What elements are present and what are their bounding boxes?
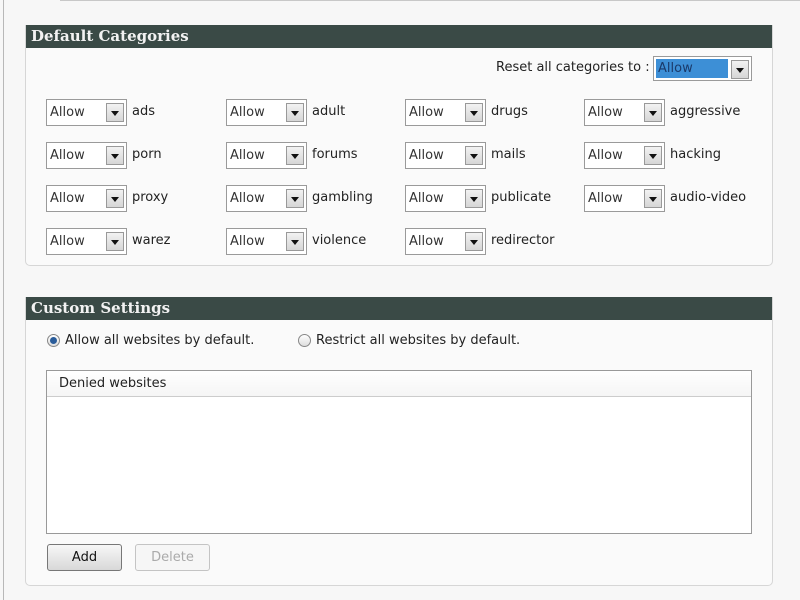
top-divider [60,0,800,1]
chevron-down-icon[interactable] [465,146,483,165]
select-value: Allow [230,234,265,249]
category-select[interactable]: Allow [226,228,307,255]
category-select[interactable]: Allow [226,142,307,169]
category-label: ads [132,104,155,119]
chevron-down-icon[interactable] [286,189,304,208]
category-select[interactable]: Allow [405,99,486,126]
radio-label: Restrict all websites by default. [316,333,521,348]
default-categories-panel: Default Categories Reset all categories … [25,25,773,266]
reset-label: Reset all categories to : [496,60,650,75]
add-button[interactable]: Add [47,544,122,571]
chevron-down-icon[interactable] [106,103,124,122]
category-publicate: Allow publicate [405,185,584,228]
category-proxy: Allow proxy [46,185,226,228]
category-label: drugs [491,104,528,119]
select-value: Allow [50,191,85,206]
category-violence: Allow violence [226,228,405,271]
category-select[interactable]: Allow [584,185,665,212]
category-ads: Allow ads [46,99,226,142]
category-label: violence [312,233,367,248]
category-select[interactable]: Allow [584,99,665,126]
category-select[interactable]: Allow [46,185,127,212]
category-select[interactable]: Allow [46,99,127,126]
category-label: porn [132,147,162,162]
chevron-down-icon[interactable] [106,189,124,208]
category-select[interactable]: Allow [405,185,486,212]
radio-checked-icon[interactable] [47,334,60,347]
select-value: Allow [50,105,85,120]
category-select[interactable]: Allow [226,99,307,126]
category-label: forums [312,147,358,162]
category-select[interactable]: Allow [46,142,127,169]
category-select[interactable]: Allow [405,142,486,169]
select-value: Allow [409,148,444,163]
select-value: Allow [409,105,444,120]
category-mails: Allow mails [405,142,584,185]
reset-value: Allow [656,59,728,78]
denied-websites-list[interactable]: Denied websites [46,370,752,534]
category-label: hacking [670,147,721,162]
category-label: warez [132,233,171,248]
category-aggressive: Allow aggressive [584,99,764,142]
category-redirector: Allow redirector [405,228,584,271]
select-value: Allow [409,191,444,206]
category-forums: Allow forums [226,142,405,185]
category-select[interactable]: Allow [226,185,307,212]
select-value: Allow [50,234,85,249]
category-label: proxy [132,190,169,205]
chevron-down-icon[interactable] [286,103,304,122]
panel-title: Default Categories [26,25,772,48]
chevron-down-icon[interactable] [286,232,304,251]
chevron-down-icon[interactable] [286,146,304,165]
category-label: aggressive [670,104,741,119]
select-value: Allow [230,148,265,163]
category-hacking: Allow hacking [584,142,764,185]
category-adult: Allow adult [226,99,405,142]
chevron-down-icon[interactable] [106,232,124,251]
select-value: Allow [409,234,444,249]
category-label: redirector [491,233,555,248]
category-select[interactable]: Allow [46,228,127,255]
radio-unchecked-icon[interactable] [298,334,311,347]
allow-all-radio[interactable]: Allow all websites by default. [47,333,254,348]
category-label: gambling [312,190,373,205]
category-gambling: Allow gambling [226,185,405,228]
chevron-down-icon[interactable] [644,189,662,208]
select-value: Allow [588,191,623,206]
select-value: Allow [588,105,623,120]
category-label: publicate [491,190,552,205]
select-value: Allow [50,148,85,163]
category-warez: Allow warez [46,228,226,271]
select-value: Allow [230,191,265,206]
category-audio-video: Allow audio-video [584,185,764,228]
category-label: audio-video [670,190,747,205]
category-label: adult [312,104,346,119]
category-select[interactable]: Allow [405,228,486,255]
chevron-down-icon[interactable] [465,232,483,251]
restrict-all-radio[interactable]: Restrict all websites by default. [298,333,520,348]
radio-label: Allow all websites by default. [65,333,255,348]
chevron-down-icon[interactable] [644,146,662,165]
select-value: Allow [230,105,265,120]
category-label: mails [491,147,526,162]
reset-categories-select[interactable]: Allow [653,56,752,81]
panel-title: Custom Settings [26,297,772,320]
chevron-down-icon[interactable] [644,103,662,122]
category-select[interactable]: Allow [584,142,665,169]
select-value: Allow [588,148,623,163]
category-grid: Allow ads Allow adult Allow drugs Allow aggress… [46,99,764,271]
list-header: Denied websites [47,371,751,397]
category-drugs: Allow drugs [405,99,584,142]
chevron-down-icon[interactable] [465,103,483,122]
chevron-down-icon[interactable] [106,146,124,165]
delete-button[interactable]: Delete [135,544,210,571]
chevron-down-icon[interactable] [465,189,483,208]
window-border [3,0,4,600]
category-porn: Allow porn [46,142,226,185]
chevron-down-icon[interactable] [731,60,749,79]
